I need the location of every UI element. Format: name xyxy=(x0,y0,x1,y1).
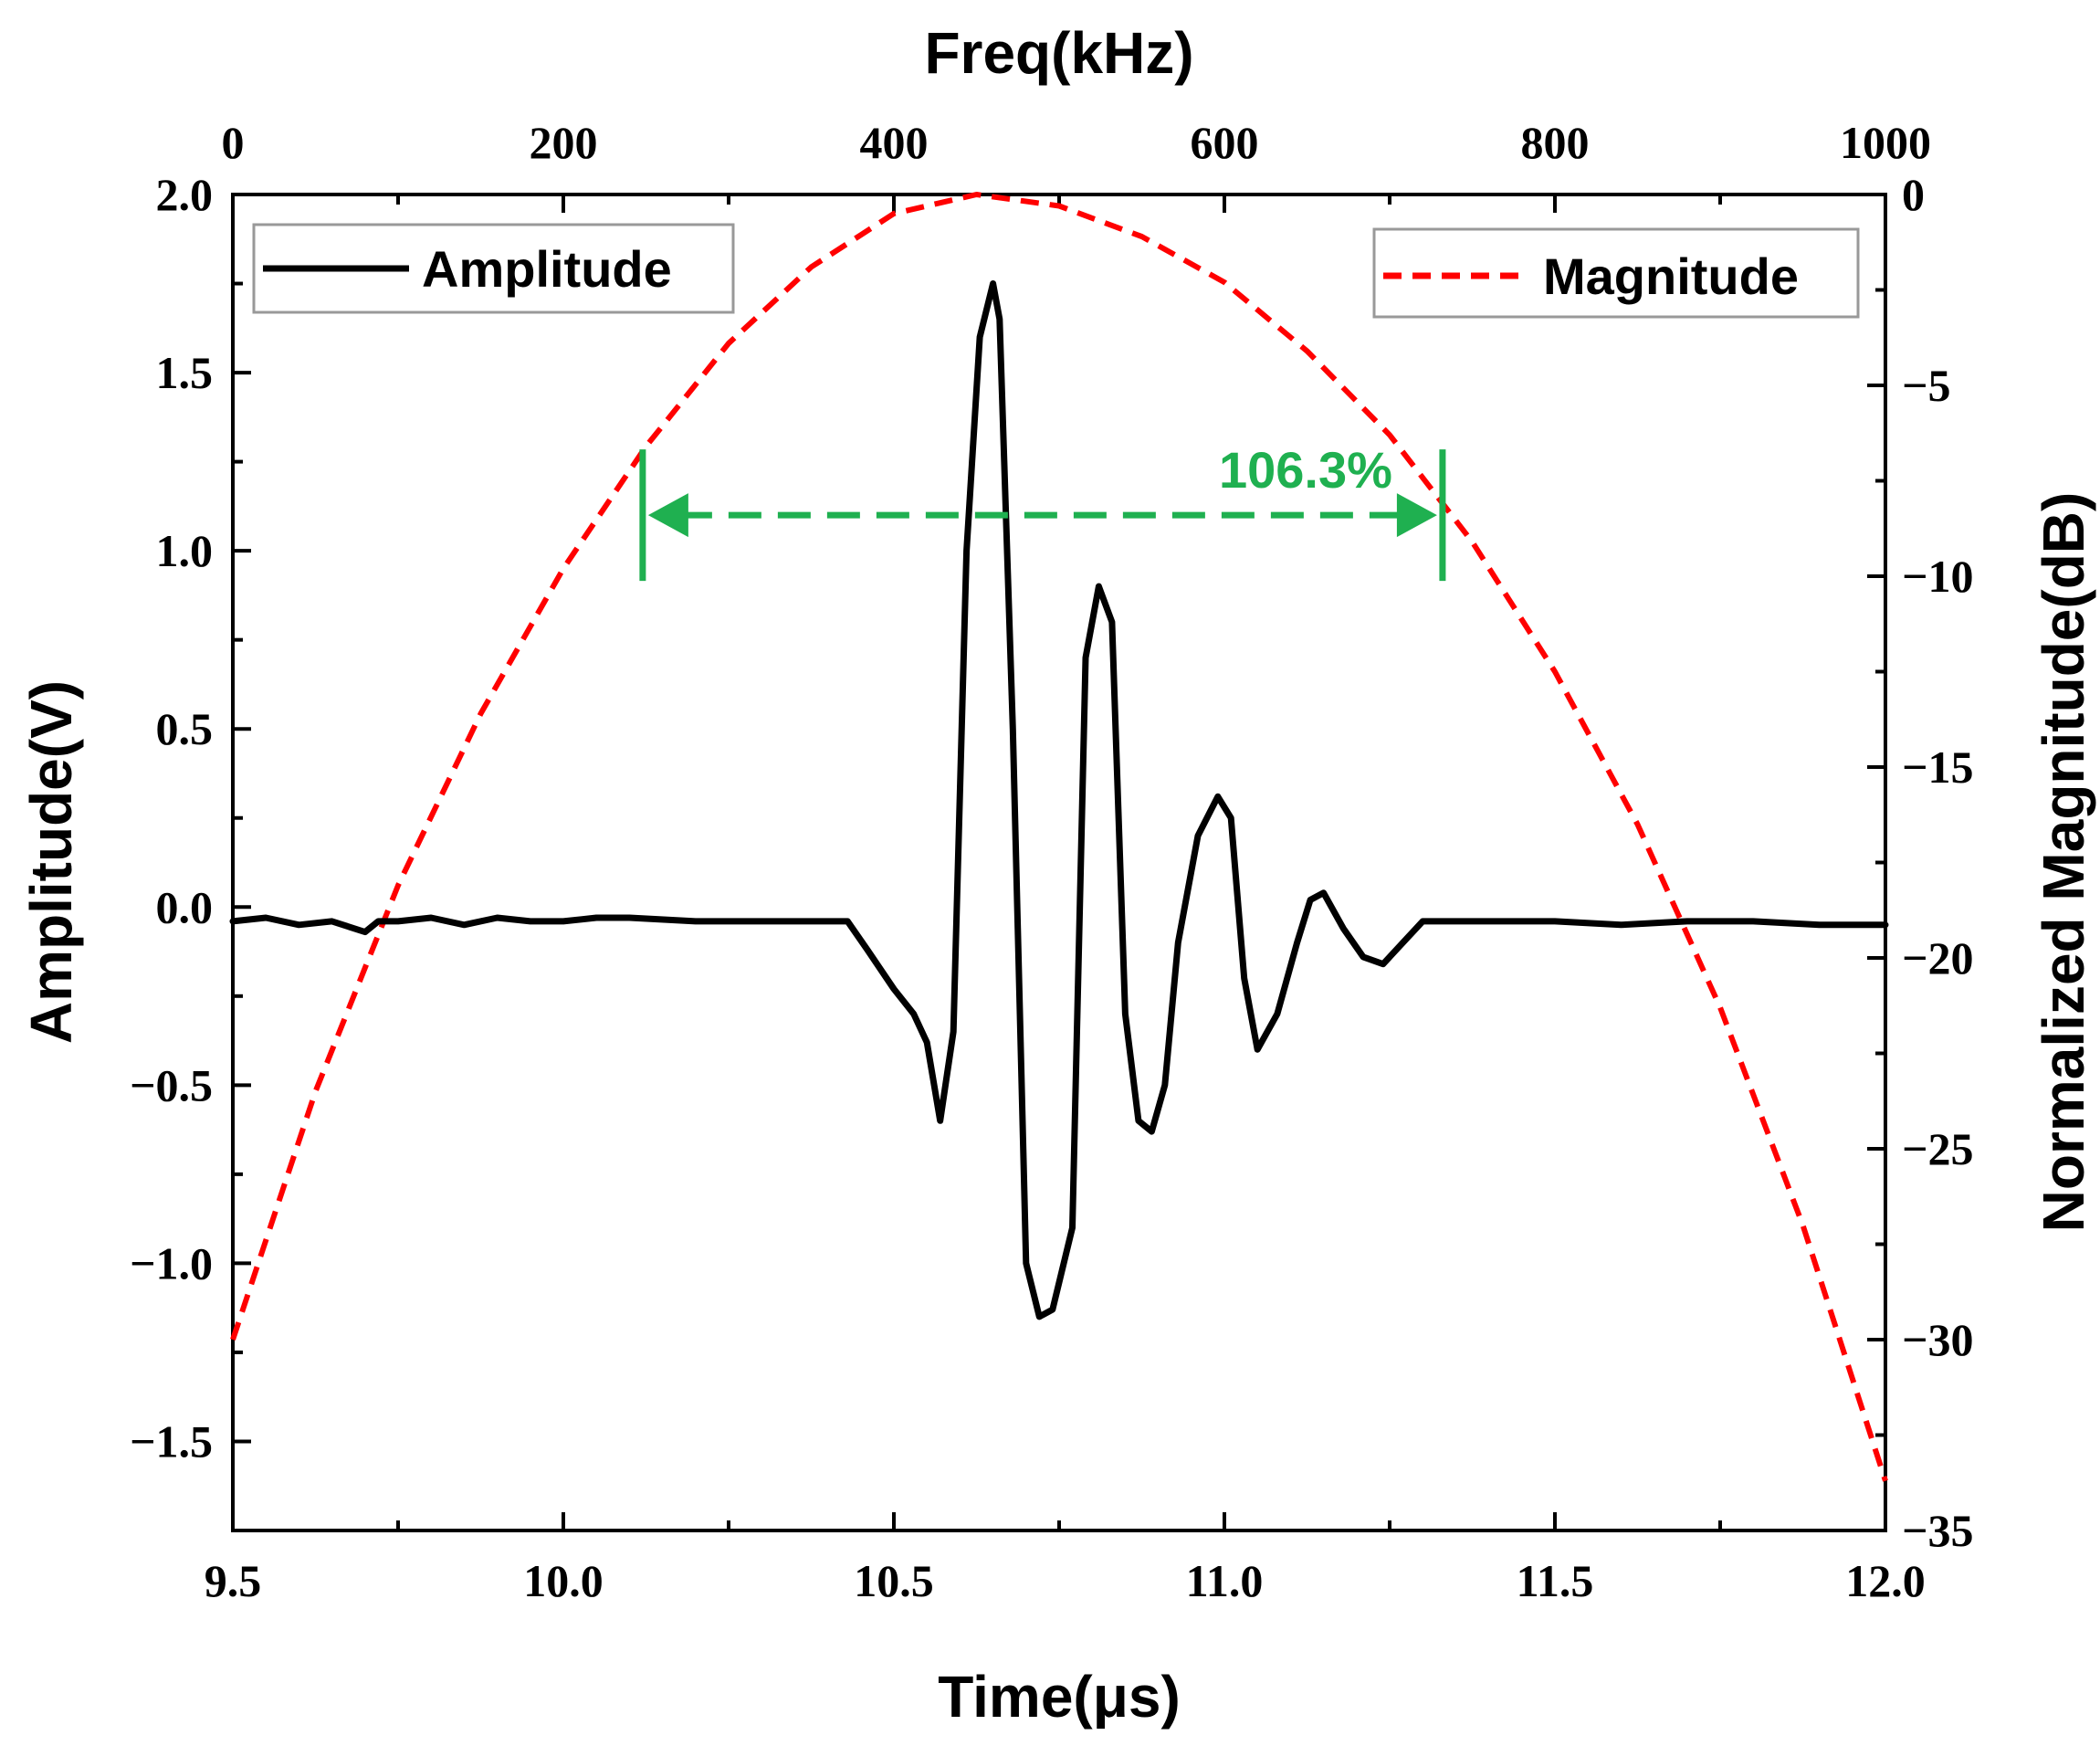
y-tick-label: 2.0 xyxy=(156,169,214,220)
legend-magnitude: Magnitude xyxy=(1372,227,1860,319)
x-tick-label: 12.0 xyxy=(1845,1555,1926,1606)
legend-amplitude: Amplitude xyxy=(252,223,735,314)
series-magnitude-line xyxy=(230,192,1888,1482)
x-axis-title: Time(μs) xyxy=(938,1664,1181,1730)
y-tick-label: 1.5 xyxy=(156,347,214,398)
y-axis-title: Amplitude(V) xyxy=(18,680,84,1044)
x-tick-label: 10.5 xyxy=(854,1555,934,1606)
y2-tick-label: −5 xyxy=(1902,360,1951,411)
y-tick-label: 0.0 xyxy=(156,881,214,932)
y-tick-label: 1.0 xyxy=(156,525,214,576)
x2-tick-label: 800 xyxy=(1521,117,1590,168)
x-tick-label: 10.0 xyxy=(523,1555,604,1606)
x2-tick-label: 1000 xyxy=(1840,117,1931,168)
plot-frame xyxy=(231,193,1887,1532)
x-tick-label: 11.0 xyxy=(1186,1555,1264,1606)
y-tick-label: −1.5 xyxy=(130,1415,213,1467)
x-tick-label: 11.5 xyxy=(1517,1555,1594,1606)
axis-tick-labels: 9.5 10.0 10.5 11.0 11.5 12.0 0 200 400 600 800 1000… xyxy=(130,117,1974,1606)
annotation-label: 106.3% xyxy=(1219,441,1392,499)
y2-tick-label: −10 xyxy=(1902,551,1974,602)
annotation-left-arrowhead xyxy=(647,493,688,538)
series-amplitude-line xyxy=(229,280,1889,1320)
x2-axis-title: Freq(kHz) xyxy=(924,20,1193,86)
y2-tick-label: −30 xyxy=(1902,1314,1974,1365)
y2-tick-label: 0 xyxy=(1902,169,1925,220)
legend-amplitude-label: Amplitude xyxy=(422,240,672,298)
y2-axis-title: Normalized Magnitude(dB) xyxy=(2031,492,2096,1233)
x2-tick-label: 400 xyxy=(860,117,929,168)
bandwidth-annotation: 106.3% xyxy=(639,441,1446,582)
y-tick-label: −1.0 xyxy=(130,1237,213,1288)
y2-tick-label: −20 xyxy=(1902,932,1974,983)
x2-tick-label: 0 xyxy=(222,117,245,168)
annotation-right-arrowhead xyxy=(1396,493,1437,538)
y-tick-label: 0.5 xyxy=(156,703,214,754)
axis-ticks xyxy=(231,193,1887,1532)
y2-tick-label: −35 xyxy=(1902,1505,1974,1556)
x2-tick-label: 200 xyxy=(530,117,598,168)
y2-tick-label: −15 xyxy=(1902,742,1974,793)
x2-tick-label: 600 xyxy=(1191,117,1259,168)
y2-tick-label: −25 xyxy=(1902,1123,1974,1174)
y-tick-label: −0.5 xyxy=(130,1059,213,1110)
legend-magnitude-label: Magnitude xyxy=(1543,247,1799,305)
x-tick-label: 9.5 xyxy=(205,1555,262,1606)
series-layer xyxy=(229,192,1889,1482)
